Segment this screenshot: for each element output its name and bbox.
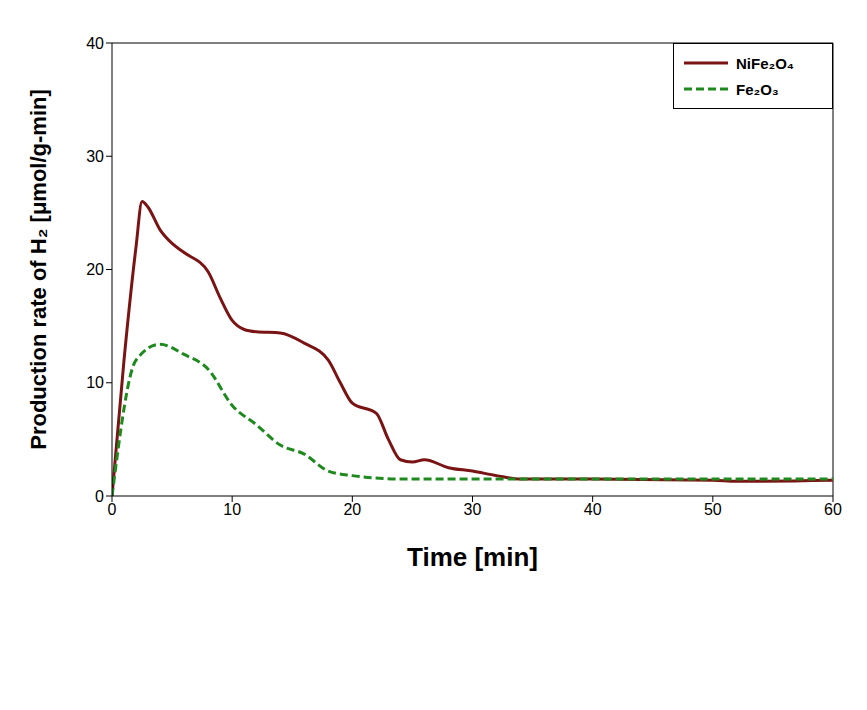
svg-text:30: 30 [464,501,482,518]
svg-text:30: 30 [86,148,104,165]
svg-text:40: 40 [86,35,104,52]
svg-text:Time [min]: Time [min] [407,542,538,572]
svg-text:40: 40 [584,501,602,518]
svg-text:20: 20 [343,501,361,518]
svg-text:50: 50 [704,501,722,518]
svg-text:10: 10 [223,501,241,518]
svg-text:0: 0 [95,488,104,505]
html-text:Fe₂O₃: Fe₂O₃ [736,80,779,98]
svg-text:60: 60 [824,501,842,518]
html-text:NiFe₂O₄: NiFe₂O₄ [736,54,794,72]
svg-text:10: 10 [86,374,104,391]
svg-text:20: 20 [86,261,104,278]
svg-text:Production rate of H₂ [μmol/g-: Production rate of H₂ [μmol/g-min] [26,89,51,450]
svg-text:0: 0 [108,501,117,518]
